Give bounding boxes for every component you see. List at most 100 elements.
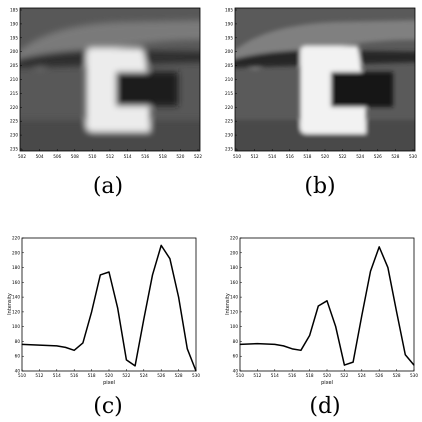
y-tick-label: 230 [225,133,233,138]
x-tick-label: 514 [124,154,132,159]
caption-d: (d) [309,394,340,419]
x-tick-label: 514 [53,373,61,378]
y-tick-label: 100 [230,324,238,329]
x-tick-label: 510 [236,373,244,378]
y-tick-label: 230 [10,133,18,138]
x-tick-label: 516 [286,154,294,159]
data-point [160,244,162,246]
intensity-series-line [239,246,415,366]
y-tick-label: 215 [225,91,233,96]
data-point [82,342,84,344]
x-tick-label: 524 [140,373,148,378]
x-tick-label: 512 [253,373,261,378]
caption-b: (b) [304,174,335,199]
data-point [326,300,328,302]
data-point [370,270,371,272]
y-tick-label: 200 [12,250,20,255]
y-tick-label: 60 [233,354,239,359]
y-tick-label: 235 [225,147,233,152]
x-tick-label: 526 [374,154,382,159]
x-tick-label: 512 [106,154,114,159]
data-point [291,348,293,350]
y-tick-label: 225 [10,119,18,124]
x-tick-label: 520 [321,154,329,159]
y-tick-label: 220 [225,105,233,110]
y-tick-label: 235 [10,147,18,152]
image-axis-ticks-a: 502 504 506 508 510 512 514 516 518 520 522 185 190 1… [10,8,202,160]
x-tick-label: 522 [340,373,348,378]
y-tick-label: 120 [230,309,238,314]
data-point [413,364,415,366]
x-tick-label: 516 [70,373,78,378]
data-point [117,307,119,309]
x-tick-label: 502 [18,154,26,159]
x-tick-label: 508 [71,154,79,159]
x-tick-label: 526 [375,373,383,378]
plot-c: 510 512 514 516 518 520 522 524 526 528 530 40 60 80 1… [7,236,200,420]
y-tick-label: 210 [225,77,233,82]
data-point [352,361,354,363]
data-point [56,345,58,347]
x-tick-label: 526 [157,373,165,378]
x-tick-label: 520 [176,154,184,159]
data-point [186,348,188,350]
x-tick-label: 524 [356,154,364,159]
x-tick-label: 510 [88,154,96,159]
y-tick-label: 195 [10,35,18,40]
x-tick-label: 510 [233,154,241,159]
data-point [335,326,337,328]
x-tick-label: 510 [18,373,26,378]
x-tick-label: 504 [36,154,44,159]
data-point [152,274,153,276]
data-point [387,267,389,269]
x-tick-label: 512 [35,373,43,378]
x-tick-label: 518 [303,154,311,159]
plot-frame-d [239,237,415,372]
x-tick-label: 522 [122,373,130,378]
data-point [91,311,93,313]
panel-a: 502 504 506 508 510 512 514 516 518 520 522 185 190 1… [10,8,202,200]
y-tick-label: 200 [10,49,18,54]
y-tick-label: 160 [230,280,238,285]
x-tick-label: 516 [141,154,149,159]
y-tick-label: 120 [12,309,20,314]
caption-a: (a) [93,174,123,199]
y-tick-label: 215 [10,91,18,96]
data-point [256,343,258,345]
data-point [169,258,171,260]
x-axis-label-c: pixel [103,380,115,386]
data-point [125,359,127,361]
image-patch-b [235,8,415,151]
y-tick-label: 220 [10,105,18,110]
x-tick-label: 518 [88,373,96,378]
y-tick-label: 100 [12,324,20,329]
y-tick-label: 200 [225,49,233,54]
y-tick-label: 205 [225,63,233,68]
data-point [404,354,406,356]
data-point [239,343,241,345]
x-tick-label: 516 [288,373,296,378]
data-point [343,364,345,366]
x-tick-label: 522 [194,154,202,159]
data-point [274,343,276,345]
x-tick-label: 524 [358,373,366,378]
data-point [178,296,180,298]
y-tick-label: 140 [12,295,20,300]
data-point [73,349,75,351]
intensity-series-line [21,244,197,372]
x-tick-label: 528 [175,373,183,378]
x-tick-label: 522 [339,154,347,159]
x-tick-label: 512 [251,154,259,159]
data-point [378,246,380,248]
y-tick-label: 190 [225,21,233,26]
y-tick-label: 40 [233,369,239,374]
image-axis-ticks-b: 510 512 514 516 518 520 522 524 526 528 530 185 190 1… [225,8,417,160]
data-point [317,305,319,307]
x-tick-label: 520 [323,373,331,378]
y-tick-label: 210 [10,77,18,82]
y-tick-label: 220 [12,236,20,241]
y-tick-label: 160 [12,280,20,285]
y-tick-label: 225 [225,119,233,124]
y-tick-label: 60 [15,354,21,359]
y-tick-label: 185 [10,8,18,13]
